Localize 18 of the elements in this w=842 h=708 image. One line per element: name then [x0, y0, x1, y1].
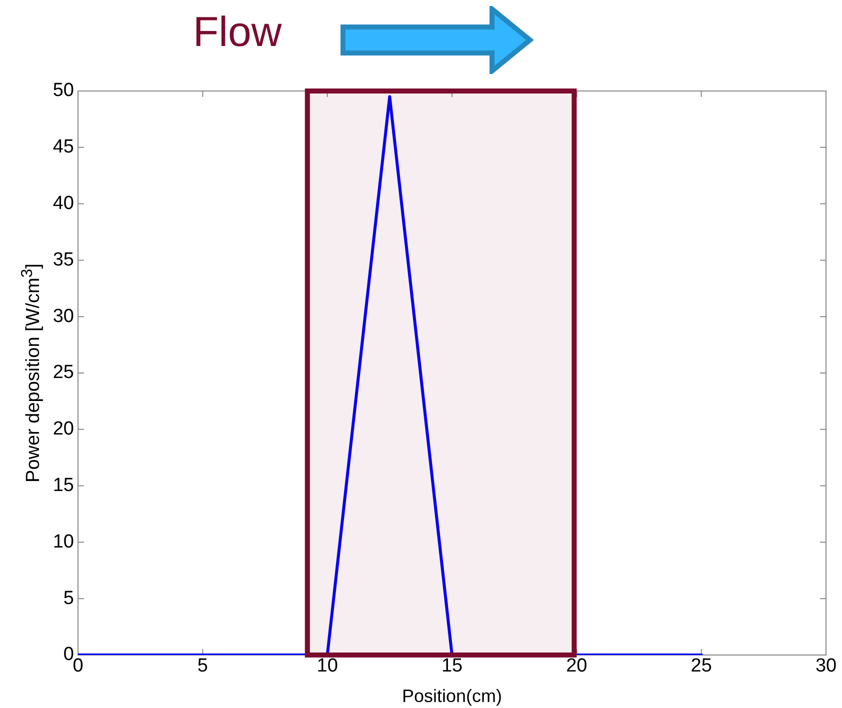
x-tick-label: 25	[690, 656, 712, 677]
y-tick-label: 15	[52, 475, 74, 496]
y-tick-label: 40	[52, 193, 74, 214]
x-axis-title: Position(cm)	[402, 686, 502, 706]
y-tick-label: 20	[52, 418, 74, 440]
x-tick-label: 20	[566, 656, 588, 677]
y-tick-label: 25	[52, 362, 74, 384]
y-tick-label: 30	[52, 306, 74, 327]
y-tick-label: 10	[52, 531, 74, 552]
x-tick-label: 5	[197, 656, 208, 677]
x-tick-label: 10	[316, 656, 338, 677]
y-tick-label: 5	[63, 588, 74, 609]
text: Flow	[193, 8, 282, 56]
x-tick-label: 30	[815, 656, 837, 677]
y-tick-label: 50	[52, 80, 74, 102]
y-tick-label: 45	[52, 136, 74, 158]
y-tick-label: 35	[52, 249, 74, 270]
x-tick-label: 15	[441, 656, 463, 677]
